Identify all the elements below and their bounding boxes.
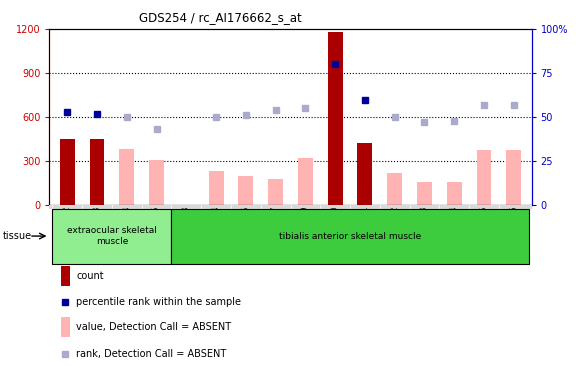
Text: GSM5553: GSM5553 bbox=[182, 205, 191, 238]
Text: GSM5562: GSM5562 bbox=[390, 205, 399, 238]
Text: GSM4245: GSM4245 bbox=[152, 205, 161, 238]
Text: GSM5554: GSM5554 bbox=[211, 205, 221, 238]
Text: percentile rank within the sample: percentile rank within the sample bbox=[77, 298, 242, 307]
Bar bbox=[89, 139, 105, 205]
Text: tibialis anterior skeletal muscle: tibialis anterior skeletal muscle bbox=[279, 232, 421, 240]
Text: GSM4244: GSM4244 bbox=[122, 205, 131, 238]
Text: extraocular skeletal
muscle: extraocular skeletal muscle bbox=[67, 226, 157, 246]
Text: GSM5559: GSM5559 bbox=[301, 205, 310, 238]
Text: tissue: tissue bbox=[3, 231, 32, 241]
FancyBboxPatch shape bbox=[171, 209, 529, 264]
Bar bbox=[447, 182, 462, 205]
Bar bbox=[61, 266, 70, 286]
Bar bbox=[298, 158, 313, 205]
Bar bbox=[209, 171, 224, 205]
Bar bbox=[417, 182, 432, 205]
Bar bbox=[357, 143, 372, 205]
Bar bbox=[238, 176, 253, 205]
Text: rank, Detection Call = ABSENT: rank, Detection Call = ABSENT bbox=[77, 349, 227, 359]
Text: GSM4243: GSM4243 bbox=[92, 205, 102, 238]
Text: GSM5564: GSM5564 bbox=[450, 205, 459, 238]
FancyBboxPatch shape bbox=[52, 209, 171, 264]
Text: GSM5563: GSM5563 bbox=[420, 205, 429, 238]
Text: GSM5566: GSM5566 bbox=[510, 205, 518, 238]
Bar bbox=[268, 179, 283, 205]
Text: GSM4242: GSM4242 bbox=[63, 205, 71, 238]
Text: GSM5557: GSM5557 bbox=[271, 205, 280, 238]
Bar bbox=[60, 139, 75, 205]
Text: GDS254 / rc_AI176662_s_at: GDS254 / rc_AI176662_s_at bbox=[139, 11, 302, 24]
Text: GSM5565: GSM5565 bbox=[479, 205, 489, 238]
Bar bbox=[388, 173, 402, 205]
Bar bbox=[328, 32, 343, 205]
Bar bbox=[476, 150, 492, 205]
Bar bbox=[149, 160, 164, 205]
Bar bbox=[506, 150, 521, 205]
Bar bbox=[61, 317, 70, 337]
Text: count: count bbox=[77, 271, 104, 281]
Bar bbox=[119, 149, 134, 205]
Text: GSM5561: GSM5561 bbox=[360, 205, 370, 238]
Text: GSM5555: GSM5555 bbox=[241, 205, 250, 238]
Text: value, Detection Call = ABSENT: value, Detection Call = ABSENT bbox=[77, 322, 232, 332]
Text: GSM5560: GSM5560 bbox=[331, 205, 340, 238]
